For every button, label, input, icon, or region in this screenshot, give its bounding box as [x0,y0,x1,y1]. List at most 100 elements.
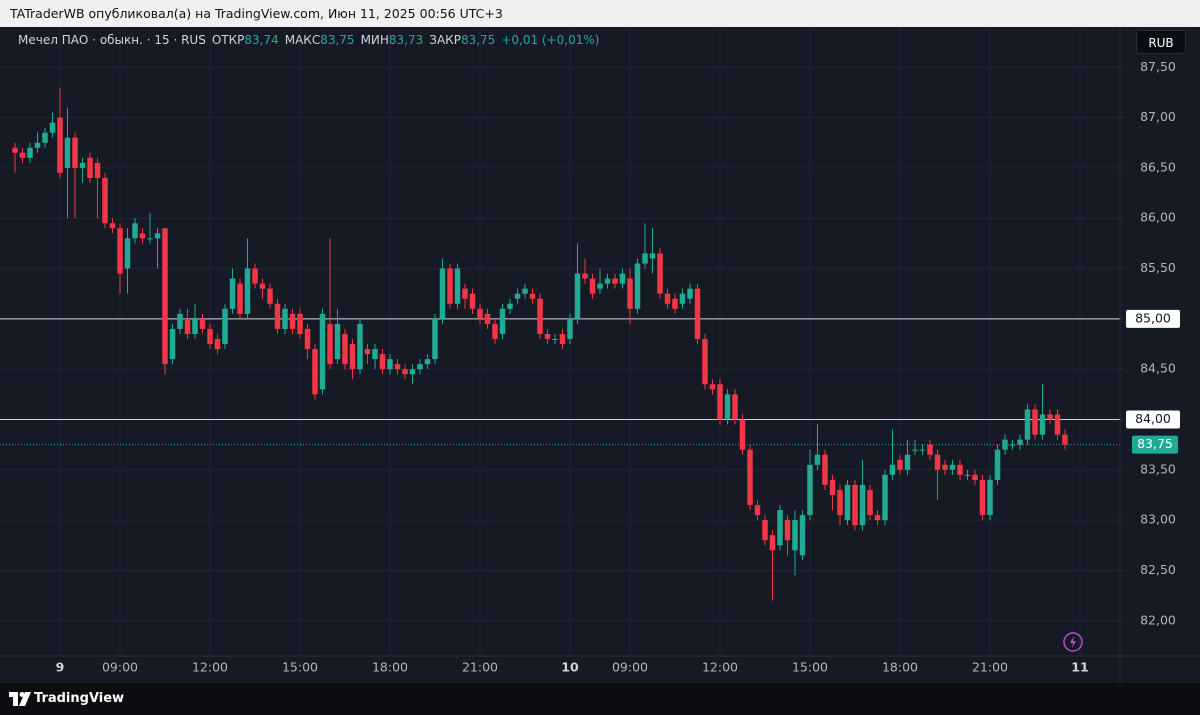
candle-body [889,464,896,475]
candle-body [724,394,731,420]
candle-body [132,223,138,239]
x-tick-label: 12:00 [702,660,738,675]
candle-body [94,162,101,178]
x-tick-label: 11 [1071,660,1088,675]
candle-body [702,338,708,385]
last-price-label: 83,75 [1137,436,1173,451]
candle-body [859,484,866,526]
y-tick-label: 86,50 [1140,159,1176,174]
candle-body [417,364,423,370]
ohlc-value: 83,74 [244,33,279,47]
y-tick-label: 82,00 [1140,612,1176,627]
x-tick-label: 12:00 [192,660,228,675]
candle-body [1062,434,1068,445]
candle-body [147,238,153,240]
candle-body [829,479,836,495]
ohlc-name: ОТКР [211,33,245,47]
candle-body [507,303,513,309]
price-line-box [1126,410,1180,429]
x-tick-label: 18:00 [882,660,918,675]
x-tick-label: 21:00 [462,660,498,675]
candle-body [34,142,41,148]
y-tick-label: 83,50 [1140,461,1176,476]
candle-body [747,449,753,506]
candle-body [784,520,791,541]
candle-body [222,308,228,345]
candle-body [739,419,746,450]
candle-body [192,318,198,334]
y-tick-label: 87,50 [1140,59,1176,74]
candle-body [447,268,453,304]
candle-body [177,313,183,329]
candle-body [1002,439,1008,450]
x-tick-label: 18:00 [372,660,408,675]
candle-body [267,288,273,304]
candle-body [492,323,498,339]
candle-body [1047,414,1053,420]
candle-body [979,479,986,516]
candle-body [349,344,356,370]
candle-body [934,454,941,470]
candle-body [649,253,656,259]
candle-body [687,288,693,299]
x-tick-label: 09:00 [612,660,648,675]
candle-body [619,273,626,284]
candle-body [319,313,326,390]
candle-body [432,318,438,360]
ohlc-value: 83,75 [320,33,355,47]
alert-icon[interactable] [1063,632,1083,652]
x-tick-label: 9 [56,660,65,675]
candle-body [372,349,378,360]
candle-body [919,449,926,451]
grid [0,27,1120,656]
y-tick-label: 85,50 [1140,260,1176,275]
candle-body [477,308,483,319]
candle-body [604,278,611,284]
x-tick-label: 09:00 [102,660,138,675]
candle-body [297,313,303,334]
candle-body [102,177,108,224]
footer: TradingView [0,683,1200,715]
candle-body [207,328,213,345]
candle-body [844,484,851,521]
candle-body [124,238,131,269]
candle-body [769,535,776,551]
candle-body [972,474,978,480]
candle-body [754,505,761,516]
candle-body [897,459,903,470]
ohlc-values: ОТКР83,74 МАКС83,75 МИН83,73 ЗАКР83,75 [206,33,495,47]
candle-body [424,359,431,365]
candle-body [874,515,881,521]
candle-body [214,338,221,350]
x-tick-label: 21:00 [972,660,1008,675]
candle-body [642,253,648,264]
price-line-box [1126,309,1180,328]
candle-body [949,464,956,470]
y-tick-label: 83,00 [1140,512,1176,527]
candles [12,87,1068,601]
candle-body [777,510,783,546]
candle-body [882,474,888,521]
brand: TradingView [34,691,125,706]
candle-body [912,449,918,451]
candle-body [454,268,461,304]
candle-body [529,293,536,299]
candle-body [822,454,828,485]
candle-body [799,515,806,556]
candle-body [462,288,468,299]
candle-body [289,313,296,329]
candle-body [79,162,86,168]
candle-body [552,338,558,340]
candle-body [169,328,176,360]
currency-button[interactable]: RUB [1136,30,1186,54]
candle-body [469,293,476,309]
candle-body [957,464,963,475]
candle-body [867,489,873,516]
candle-body [64,137,71,168]
candle-body [732,394,738,420]
candle-body [589,278,596,294]
candle-body [199,318,206,329]
candle-body [807,464,813,516]
candle-body [139,233,146,239]
